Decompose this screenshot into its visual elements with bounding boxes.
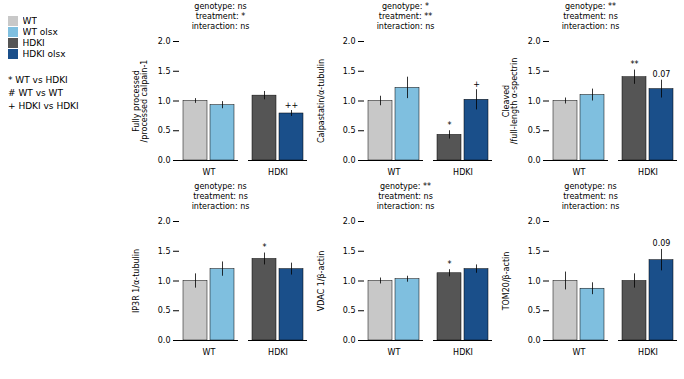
svg-text:0.5: 0.5 — [343, 126, 356, 135]
svg-text:WT: WT — [388, 168, 401, 177]
svg-text:0.0: 0.0 — [528, 156, 541, 165]
svg-text:TOM20/β-actin: TOM20/β-actin — [502, 252, 511, 312]
svg-text:Fully processed/processed calp: Fully processed/processed calpain-1 — [132, 60, 149, 143]
svg-text:0.07: 0.07 — [653, 70, 671, 79]
html-text:genotype: ns treatment: * inte: genotype: ns treatment: * interaction: n… — [191, 2, 250, 31]
html-text:genotype: ns treatment: ns int: genotype: ns treatment: ns interaction: … — [561, 182, 620, 211]
svg-text:IP3R 1/α-tubulin: IP3R 1/α-tubulin — [132, 249, 141, 313]
svg-text:WT: WT — [573, 348, 586, 357]
svg-text:0.09: 0.09 — [653, 239, 671, 248]
svg-text:1.5: 1.5 — [343, 247, 356, 256]
html-text:genotype: * treatment: ** inte: genotype: * treatment: ** interaction: n… — [376, 2, 435, 31]
svg-text:WT: WT — [203, 348, 216, 357]
svg-text:0.5: 0.5 — [528, 306, 541, 315]
svg-text:2.0: 2.0 — [528, 217, 541, 226]
svg-text:0.5: 0.5 — [528, 126, 541, 135]
svg-text:HDKI: HDKI — [453, 168, 473, 177]
html-text:* WT vs HDKI: * WT vs HDKI — [8, 75, 68, 85]
svg-text:1.0: 1.0 — [528, 277, 541, 286]
svg-text:HDKI: HDKI — [268, 348, 288, 357]
svg-text:WT: WT — [203, 168, 216, 177]
svg-text:Cleaved/full-length α-spectrin: Cleaved/full-length α-spectrin — [502, 58, 519, 144]
svg-text:*: * — [263, 243, 267, 252]
html-text:+ HDKI vs HDKI: + HDKI vs HDKI — [8, 101, 79, 111]
svg-text:1.0: 1.0 — [158, 277, 171, 286]
svg-text:**: ** — [631, 60, 639, 69]
svg-text:+: + — [473, 80, 480, 89]
svg-text:0.5: 0.5 — [343, 306, 356, 315]
svg-text:0.0: 0.0 — [343, 336, 356, 345]
svg-text:1.5: 1.5 — [528, 247, 541, 256]
svg-text:Calpastatin/α-tubulin: Calpastatin/α-tubulin — [317, 59, 326, 143]
svg-text:2.0: 2.0 — [343, 217, 356, 226]
svg-text:HDKI: HDKI — [268, 168, 288, 177]
html-text:genotype: ** treatment: ns int: genotype: ** treatment: ns interaction: … — [561, 2, 620, 31]
svg-text:HDKI: HDKI — [638, 348, 658, 357]
html-text:genotype: ns treatment: ns int: genotype: ns treatment: ns interaction: … — [191, 182, 250, 211]
svg-text:1.5: 1.5 — [158, 247, 171, 256]
svg-text:HDKI: HDKI — [453, 348, 473, 357]
svg-text:*: * — [448, 260, 452, 269]
svg-text:++: ++ — [285, 101, 298, 110]
svg-text:2.0: 2.0 — [158, 217, 171, 226]
html-text:HDKI: HDKI — [22, 38, 45, 48]
svg-text:1.5: 1.5 — [528, 67, 541, 76]
html-text:genotype: ** treatment: ns int: genotype: ** treatment: ns interaction: … — [376, 182, 435, 211]
svg-text:HDKI: HDKI — [638, 168, 658, 177]
html-text:# WT vs WT: # WT vs WT — [8, 88, 63, 98]
svg-text:0.0: 0.0 — [343, 156, 356, 165]
svg-text:1.0: 1.0 — [528, 97, 541, 106]
svg-text:*: * — [448, 121, 452, 130]
svg-text:1.5: 1.5 — [158, 67, 171, 76]
svg-text:0.0: 0.0 — [158, 336, 171, 345]
svg-text:1.5: 1.5 — [343, 67, 356, 76]
html-text:HDKI olsx: HDKI olsx — [22, 49, 66, 59]
svg-text:0.5: 0.5 — [158, 126, 171, 135]
svg-text:WT: WT — [573, 168, 586, 177]
svg-text:2.0: 2.0 — [343, 37, 356, 46]
svg-text:1.0: 1.0 — [343, 277, 356, 286]
svg-text:2.0: 2.0 — [528, 37, 541, 46]
svg-text:2.0: 2.0 — [158, 37, 171, 46]
svg-text:VDAC 1/β-actin: VDAC 1/β-actin — [317, 251, 326, 311]
svg-text:0.0: 0.0 — [528, 336, 541, 345]
html-text:WT olsx: WT olsx — [22, 27, 58, 37]
html-text:WT: WT — [22, 16, 37, 26]
svg-text:WT: WT — [388, 348, 401, 357]
svg-text:1.0: 1.0 — [343, 97, 356, 106]
svg-text:1.0: 1.0 — [158, 97, 171, 106]
svg-text:0.5: 0.5 — [158, 306, 171, 315]
svg-text:0.0: 0.0 — [158, 156, 171, 165]
